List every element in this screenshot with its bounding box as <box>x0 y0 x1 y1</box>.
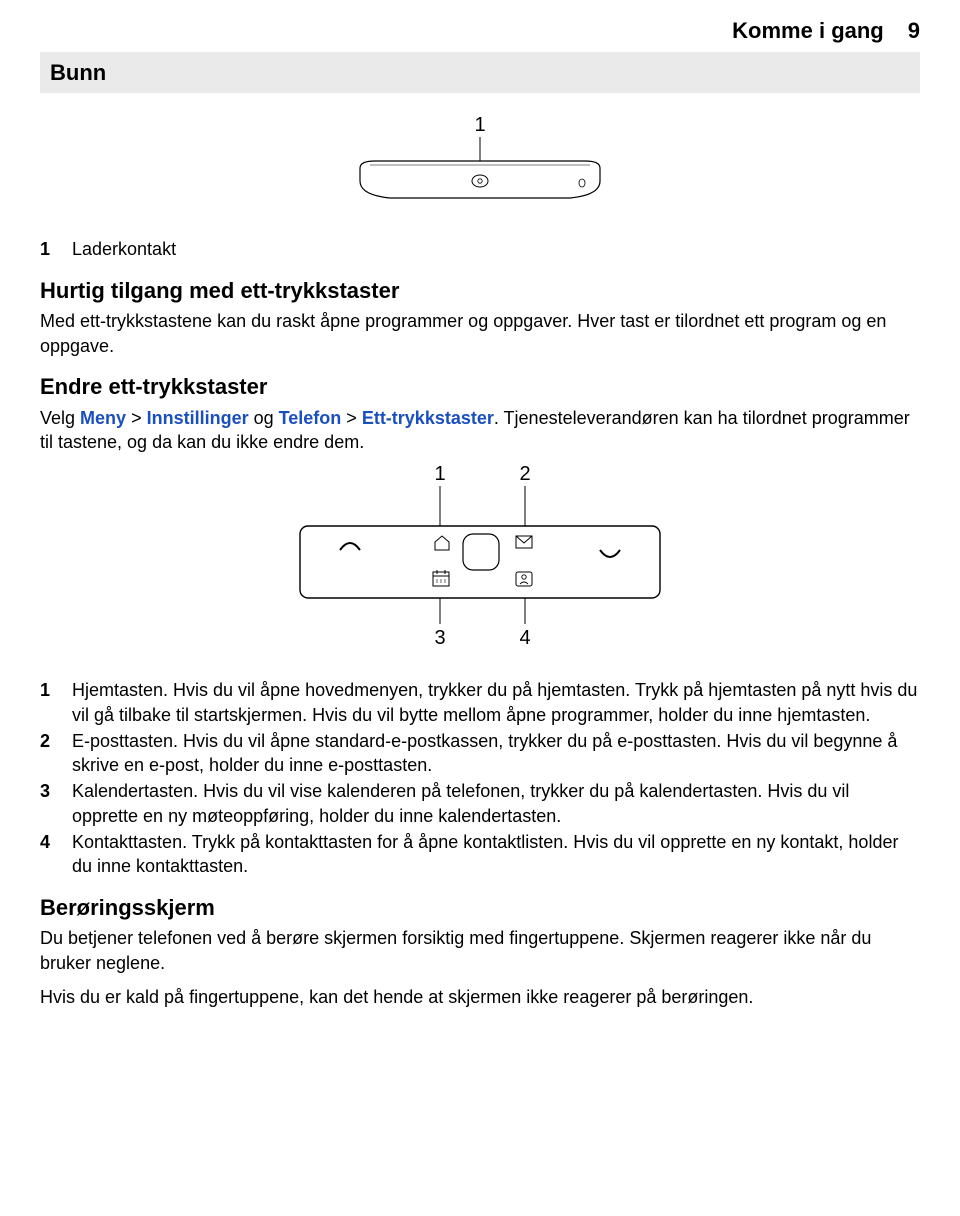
legend-1-num: 1 <box>40 237 72 261</box>
diagram-keys: 1 2 <box>40 464 920 654</box>
settings-link: Innstillinger <box>147 408 249 428</box>
sep1: > <box>126 408 147 428</box>
key-1-num: 1 <box>40 678 72 727</box>
touch-title: Berøringsskjerm <box>40 893 920 923</box>
legend-1-text: Laderkontakt <box>72 237 920 261</box>
key-4-text: Kontakttasten. Trykk på kontakttasten fo… <box>72 830 920 879</box>
touch-p2: Hvis du er kald på fingertuppene, kan de… <box>40 985 920 1009</box>
page-number: 9 <box>908 16 920 46</box>
change-title: Endre ett-trykkstaster <box>40 372 920 402</box>
d2-br: 4 <box>519 627 530 649</box>
quick-access-title: Hurtig tilgang med ett-trykkstaster <box>40 276 920 306</box>
key-2-num: 2 <box>40 729 72 778</box>
sep2: > <box>341 408 362 428</box>
key-legend: 1 Hjemtasten. Hvis du vil åpne hovedmeny… <box>40 678 920 878</box>
d2-tr: 2 <box>519 464 530 485</box>
section-band: Bunn <box>40 52 920 94</box>
quick-access-body: Med ett-trykkstastene kan du raskt åpne … <box>40 309 920 358</box>
key-1-text: Hjemtasten. Hvis du vil åpne hovedmenyen… <box>72 678 920 727</box>
diagram1-callout: 1 <box>474 114 485 136</box>
key-3-text: Kalendertasten. Hvis du vil vise kalende… <box>72 779 920 828</box>
touch-p1: Du betjener telefonen ved å berøre skjer… <box>40 926 920 975</box>
key-4-num: 4 <box>40 830 72 879</box>
page-header: Komme i gang 9 <box>40 16 920 46</box>
d2-bl: 3 <box>434 627 445 649</box>
key-item-3: 3 Kalendertasten. Hvis du vil vise kalen… <box>40 779 920 828</box>
onetouch-link: Ett-trykkstaster <box>362 408 494 428</box>
diagram-bottom-phone: 1 <box>40 113 920 213</box>
legend-1: 1 Laderkontakt <box>40 237 920 261</box>
change-lead: Velg <box>40 408 80 428</box>
d2-tl: 1 <box>434 464 445 485</box>
menu-link: Meny <box>80 408 126 428</box>
key-item-1: 1 Hjemtasten. Hvis du vil åpne hovedmeny… <box>40 678 920 727</box>
phone-link: Telefon <box>279 408 342 428</box>
og: og <box>249 408 279 428</box>
key-2-text: E-posttasten. Hvis du vil åpne standard-… <box>72 729 920 778</box>
key-item-4: 4 Kontakttasten. Trykk på kontakttasten … <box>40 830 920 879</box>
key-3-num: 3 <box>40 779 72 828</box>
key-item-2: 2 E-posttasten. Hvis du vil åpne standar… <box>40 729 920 778</box>
change-body: Velg Meny > Innstillinger og Telefon > E… <box>40 406 920 455</box>
header-title: Komme i gang <box>732 16 884 46</box>
